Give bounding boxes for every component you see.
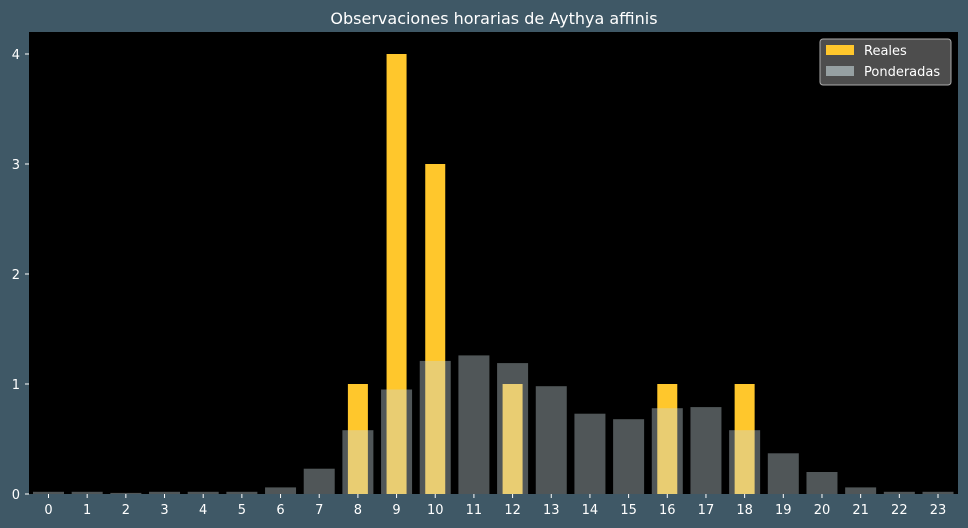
y-tick-label: 1 (12, 378, 20, 393)
bar-ponderadas-15 (613, 419, 645, 494)
x-tick-label: 20 (814, 503, 831, 518)
bar-ponderadas-17 (690, 407, 722, 494)
legend-label-ponderadas: Ponderadas (864, 65, 940, 80)
y-tick-label: 3 (12, 158, 20, 173)
bar-ponderadas-1 (71, 491, 103, 494)
bar-reales-8 (347, 384, 368, 494)
y-tick-label: 4 (12, 48, 20, 63)
y-tick-label: 0 (12, 488, 20, 503)
x-tick-label: 2 (122, 503, 130, 518)
bar-ponderadas-23 (922, 491, 954, 494)
bar-reales-12 (502, 384, 523, 494)
x-tick-label: 9 (392, 503, 400, 518)
bar-ponderadas-0 (33, 491, 64, 494)
x-tick-label: 13 (543, 503, 560, 518)
bar-ponderadas-11 (458, 355, 490, 494)
bar-reales-9 (386, 54, 407, 494)
bar-reales-16 (657, 384, 678, 494)
chart-title: Observaciones horarias de Aythya affinis (330, 9, 657, 28)
bars-layer (33, 54, 954, 494)
legend-swatch-ponderadas (826, 66, 854, 76)
bar-ponderadas-8 (342, 430, 374, 494)
bar-ponderadas-9 (381, 389, 413, 494)
bar-ponderadas-21 (845, 487, 877, 494)
x-tick-label: 8 (354, 503, 362, 518)
x-tick-label: 10 (427, 503, 444, 518)
bar-ponderadas-16 (651, 408, 683, 494)
bar-ponderadas-14 (574, 413, 606, 494)
x-tick-label: 7 (315, 503, 323, 518)
bar-ponderadas-20 (806, 472, 838, 494)
axes-layer: 0 1 2 3 4 5 6 7 8 9 10 11 12 13 14 15 16 17 18 19 20 21 22 2301… (12, 48, 947, 518)
x-tick-label: 1 (83, 503, 91, 518)
x-tick-label: 3 (160, 503, 168, 518)
bar-ponderadas-22 (883, 491, 915, 494)
bar-ponderadas-6 (265, 487, 297, 494)
x-tick-label: 21 (852, 503, 869, 518)
x-tick-label: 6 (276, 503, 284, 518)
x-tick-label: 4 (199, 503, 207, 518)
plot-area (29, 32, 958, 494)
bar-reales-10 (425, 164, 446, 494)
x-tick-label: 14 (582, 503, 599, 518)
bar-ponderadas-4 (187, 491, 219, 494)
bar-ponderadas-13 (535, 386, 567, 494)
x-tick-label: 0 (44, 503, 52, 518)
bar-ponderadas-12 (497, 363, 529, 494)
bar-ponderadas-19 (767, 453, 799, 494)
x-tick-label: 17 (698, 503, 715, 518)
bar-reales-18 (734, 384, 755, 494)
x-tick-label: 11 (466, 503, 483, 518)
x-tick-label: 15 (620, 503, 637, 518)
x-tick-label: 19 (775, 503, 792, 518)
legend-label-reales: Reales (864, 44, 907, 59)
legend: Reales Ponderadas (819, 38, 952, 86)
x-tick-label: 12 (504, 503, 521, 518)
x-tick-label: 23 (930, 503, 947, 518)
bar-ponderadas-18 (729, 430, 761, 494)
x-tick-label: 5 (238, 503, 246, 518)
bar-ponderadas-2 (110, 492, 142, 494)
y-tick-label: 2 (12, 268, 20, 283)
bar-ponderadas-10 (419, 360, 451, 494)
x-tick-label: 18 (736, 503, 753, 518)
bar-ponderadas-7 (303, 468, 335, 494)
x-tick-label: 22 (891, 503, 908, 518)
x-tick-label: 16 (659, 503, 676, 518)
bar-ponderadas-5 (226, 491, 258, 494)
bar-ponderadas-3 (149, 491, 181, 494)
legend-swatch-reales (826, 45, 854, 55)
